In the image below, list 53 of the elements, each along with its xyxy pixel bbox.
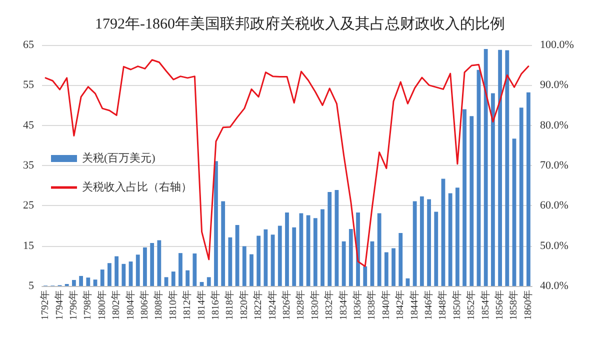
y2-tick-label: 90.0% bbox=[540, 79, 568, 92]
x-tick-label: 1834年 bbox=[337, 290, 350, 320]
x-tick-label: 1794年 bbox=[53, 290, 66, 320]
x-tick-label: 1804年 bbox=[124, 290, 136, 320]
x-tick-label: 1844年 bbox=[408, 290, 420, 320]
y2-tick-label: 80.0% bbox=[540, 119, 568, 132]
y2-tick-label: 50.0% bbox=[540, 240, 568, 252]
x-tick-label: 1822年 bbox=[252, 290, 264, 320]
y2-tick-label: 60.0% bbox=[540, 200, 568, 212]
y-tick-label: 45 bbox=[23, 119, 34, 132]
x-tick-label: 1796年 bbox=[67, 290, 80, 320]
x-tick-label: 1840年 bbox=[380, 290, 392, 320]
legend-label: 关税收入占比（右轴） bbox=[82, 180, 192, 194]
x-tick-label: 1854年 bbox=[479, 290, 492, 320]
x-tick-label: 1826年 bbox=[280, 290, 292, 320]
x-tick-label: 1814年 bbox=[195, 290, 208, 320]
line-series bbox=[44, 59, 530, 268]
x-tick-label: 1858年 bbox=[508, 290, 520, 320]
x-tick-label: 1812年 bbox=[181, 290, 194, 320]
x-tick-label: 1856年 bbox=[494, 290, 506, 320]
x-tick-label: 1798年 bbox=[82, 290, 94, 320]
y2-tick-label: 70.0% bbox=[540, 160, 568, 172]
x-tick-label: 1852年 bbox=[465, 290, 478, 320]
y-tick-label: 35 bbox=[23, 160, 34, 172]
x-tick-label: 1850年 bbox=[450, 290, 463, 320]
x-tick-label: 1846年 bbox=[422, 290, 435, 320]
x-tick-label: 1838年 bbox=[366, 290, 378, 320]
legend-label: 关税(百万美元) bbox=[82, 152, 156, 164]
x-tick-label: 1828年 bbox=[294, 290, 307, 320]
x-tick-label: 1836年 bbox=[352, 290, 364, 320]
x-tick-label: 1806年 bbox=[138, 290, 150, 320]
x-tick-label: 1848年 bbox=[436, 290, 449, 320]
x-tick-label: 1860年 bbox=[522, 290, 534, 320]
y2-tick-label: 40.0% bbox=[540, 280, 568, 292]
y-tick-label: 55 bbox=[23, 79, 34, 92]
y-tick-label: 5 bbox=[28, 280, 34, 292]
x-tick-label: 1818年 bbox=[224, 290, 236, 320]
y-tick-label: 25 bbox=[23, 200, 34, 212]
x-tick-label: 1820年 bbox=[238, 290, 250, 320]
chart-title: 1792年-1860年美国联邦政府关税收入及其占总财政收入的比例 bbox=[95, 16, 505, 32]
x-tick-label: 1802年 bbox=[110, 290, 122, 320]
x-tick-label: 1808年 bbox=[152, 290, 165, 320]
x-tick-label: 1830年 bbox=[308, 290, 321, 320]
x-tick-label: 1800年 bbox=[96, 290, 108, 320]
y-tick-label: 15 bbox=[23, 240, 34, 252]
y-tick-label: 65 bbox=[23, 39, 34, 51]
x-tick-label: 1792年 bbox=[39, 290, 52, 320]
x-tick-label: 1832年 bbox=[323, 290, 336, 320]
x-tick-label: 1824年 bbox=[266, 290, 278, 320]
x-tick-label: 1842年 bbox=[394, 290, 406, 320]
y2-tick-label: 100.0% bbox=[540, 39, 574, 51]
x-tick-label: 1810年 bbox=[166, 290, 179, 320]
x-tick-label: 1816年 bbox=[209, 290, 222, 320]
